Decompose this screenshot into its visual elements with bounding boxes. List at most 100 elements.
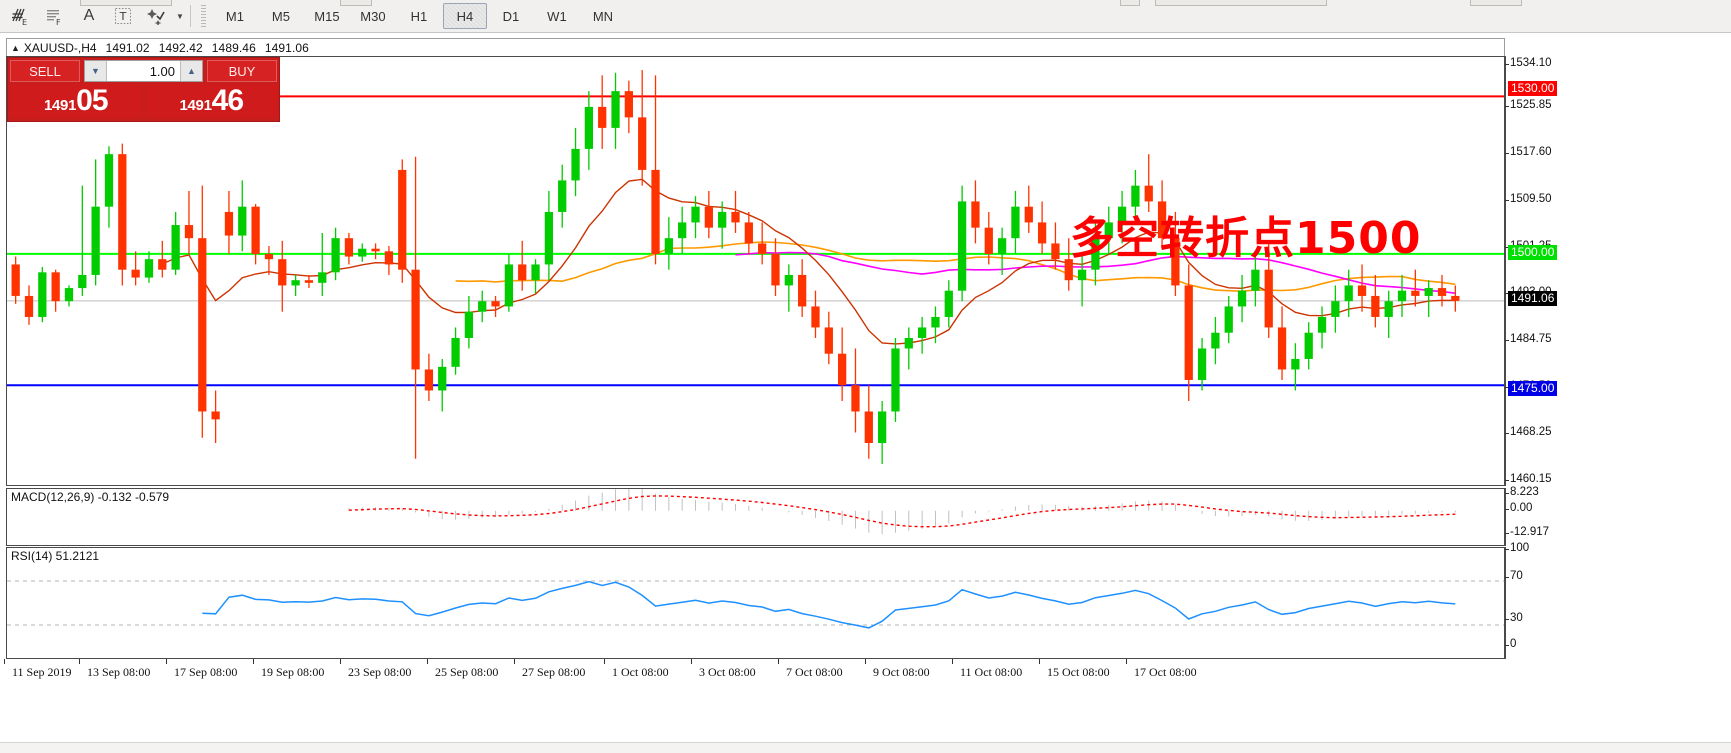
sell-price-integer: 1491 bbox=[43, 97, 77, 114]
timeframe-m5[interactable]: M5 bbox=[271, 8, 290, 24]
timeframe-w1[interactable]: W1 bbox=[547, 8, 567, 24]
candle-body bbox=[878, 411, 887, 443]
candle-body bbox=[1371, 295, 1380, 317]
price-level-label-1475.00[interactable]: 1475.00 bbox=[1508, 381, 1558, 396]
candle-body bbox=[598, 106, 607, 128]
candle-body bbox=[1264, 269, 1273, 328]
macd-tick-1: 0.00 bbox=[1504, 502, 1533, 514]
macd-axis[interactable]: 8.223 0.00 -12.917 bbox=[1504, 486, 1731, 546]
candle-body bbox=[611, 91, 620, 128]
toolbar-handle-c[interactable] bbox=[1120, 0, 1140, 6]
candle-body bbox=[771, 253, 780, 286]
text-tool-icon[interactable]: A bbox=[83, 7, 95, 24]
price-axis-line bbox=[1505, 56, 1506, 486]
candle-body bbox=[1251, 269, 1260, 291]
rsi-axis[interactable]: 100 70 30 0 bbox=[1504, 542, 1731, 659]
volume-input[interactable]: 1.00 bbox=[107, 61, 180, 81]
buy-button[interactable]: BUY bbox=[207, 60, 277, 82]
one-click-trading-panel[interactable]: SELL ▼ 1.00 ▲ BUY 1491 05 1491 46 bbox=[7, 57, 280, 122]
candle-body bbox=[1211, 332, 1220, 349]
candle-body bbox=[798, 274, 807, 307]
candle-body bbox=[838, 353, 847, 386]
sell-price-display[interactable]: 1491 05 bbox=[10, 84, 142, 117]
candle-body bbox=[1437, 288, 1447, 296]
expert-advisors-icon[interactable]: E bbox=[5, 2, 37, 30]
candle-body bbox=[64, 288, 74, 302]
one-click-price-row: 1491 05 1491 46 bbox=[8, 84, 279, 119]
timeframe-m1[interactable]: M1 bbox=[225, 8, 244, 24]
candle-body bbox=[1277, 327, 1287, 370]
candle-body bbox=[864, 411, 873, 443]
objects-list-icon[interactable] bbox=[141, 2, 173, 30]
toolbar-handle-b[interactable] bbox=[340, 0, 372, 6]
price-level-label-1530.00[interactable]: 1530.00 bbox=[1508, 81, 1558, 96]
svg-text:F: F bbox=[56, 18, 61, 26]
ma-orange-line bbox=[455, 241, 1456, 293]
candle-body bbox=[1237, 290, 1247, 307]
quote-low: 1489.46 bbox=[211, 40, 256, 55]
toolbar-handle-d[interactable] bbox=[1155, 0, 1327, 6]
timeframe-m30[interactable]: M30 bbox=[360, 8, 386, 24]
objects-dropdown-caret[interactable]: ▼ bbox=[176, 11, 184, 21]
macd-signal-line bbox=[348, 495, 1456, 528]
timeframe-m15[interactable]: M15 bbox=[314, 8, 340, 24]
rsi-indicator-pane[interactable]: RSI(14) 51.2121 bbox=[6, 547, 1505, 659]
sell-button[interactable]: SELL bbox=[10, 60, 80, 82]
time-label-11: 11 Oct 08:00 bbox=[951, 659, 1023, 679]
price-level-label-1491.06[interactable]: 1491.06 bbox=[1508, 291, 1558, 306]
time-label-12: 15 Oct 08:00 bbox=[1039, 659, 1110, 679]
price-tick-1: 1525.85 bbox=[1505, 99, 1552, 111]
macd-indicator-pane[interactable]: MACD(12,26,9) -0.132 -0.579 bbox=[6, 488, 1505, 546]
timeframe-h1[interactable]: H1 bbox=[410, 8, 428, 24]
volume-increase-button[interactable]: ▲ bbox=[180, 61, 202, 81]
candle-body bbox=[891, 348, 900, 412]
rsi-plot bbox=[7, 580, 1504, 629]
candle-body bbox=[1051, 243, 1060, 260]
candle-body bbox=[638, 117, 647, 170]
price-axis[interactable]: 1534.101525.851517.601509.501501.251493.… bbox=[1505, 56, 1731, 486]
main-toolbar: E F A T ▼ bbox=[0, 0, 1731, 33]
rsi-tick-1: 70 bbox=[1505, 570, 1523, 582]
timeframe-h4[interactable]: H4 bbox=[442, 3, 487, 29]
volume-stepper[interactable]: ▼ 1.00 ▲ bbox=[84, 60, 203, 82]
candle-body bbox=[1304, 332, 1313, 359]
macd-tick-0: 8.223 bbox=[1505, 486, 1539, 498]
candle-body bbox=[184, 225, 194, 239]
candle-body bbox=[904, 337, 913, 349]
candle-body bbox=[1424, 288, 1433, 296]
buy-price-display[interactable]: 1491 46 bbox=[145, 84, 277, 117]
candle-body bbox=[824, 327, 833, 354]
time-label-2: 17 Sep 08:00 bbox=[165, 659, 238, 679]
quote-close: 1491.06 bbox=[264, 40, 309, 55]
indicators-icon[interactable]: F bbox=[39, 2, 71, 30]
volume-decrease-button[interactable]: ▼ bbox=[85, 61, 107, 81]
svg-text:E: E bbox=[22, 18, 27, 26]
collapse-triangle-icon[interactable]: ▲ bbox=[11, 42, 20, 53]
one-click-top-row: SELL ▼ 1.00 ▲ BUY bbox=[8, 58, 279, 84]
text-label-icon[interactable]: T bbox=[107, 2, 139, 30]
candle-body bbox=[651, 169, 660, 254]
rsi-tick-3: 0 bbox=[1504, 638, 1517, 650]
candle-body bbox=[704, 206, 713, 228]
candle-body bbox=[1184, 285, 1193, 380]
candle-body bbox=[78, 274, 87, 289]
candle-body bbox=[1291, 358, 1300, 370]
timeframe-bar-grip[interactable] bbox=[200, 5, 206, 27]
candle-body bbox=[624, 91, 633, 118]
timeframe-d1[interactable]: D1 bbox=[502, 8, 520, 24]
time-axis[interactable]: 11 Sep 2019 13 Sep 08:00 17 Sep 08:00 19 Se… bbox=[4, 659, 1505, 681]
toolbar-handle-a[interactable] bbox=[80, 0, 172, 6]
toolbar-handle-e[interactable] bbox=[1470, 0, 1522, 6]
time-label-7: 1 Oct 08:00 bbox=[604, 659, 669, 679]
candle-body bbox=[158, 259, 167, 270]
candle-body bbox=[1384, 301, 1393, 317]
price-level-label-1500.00[interactable]: 1500.00 bbox=[1508, 245, 1558, 260]
candle-body bbox=[744, 222, 753, 244]
candle-body bbox=[997, 238, 1007, 254]
status-bar bbox=[0, 742, 1731, 753]
price-chart-pane[interactable]: 多空转折点1500 bbox=[6, 56, 1505, 486]
candle-body bbox=[1091, 238, 1100, 270]
timeframe-mn[interactable]: MN bbox=[592, 8, 614, 24]
candle-body bbox=[1171, 238, 1180, 286]
